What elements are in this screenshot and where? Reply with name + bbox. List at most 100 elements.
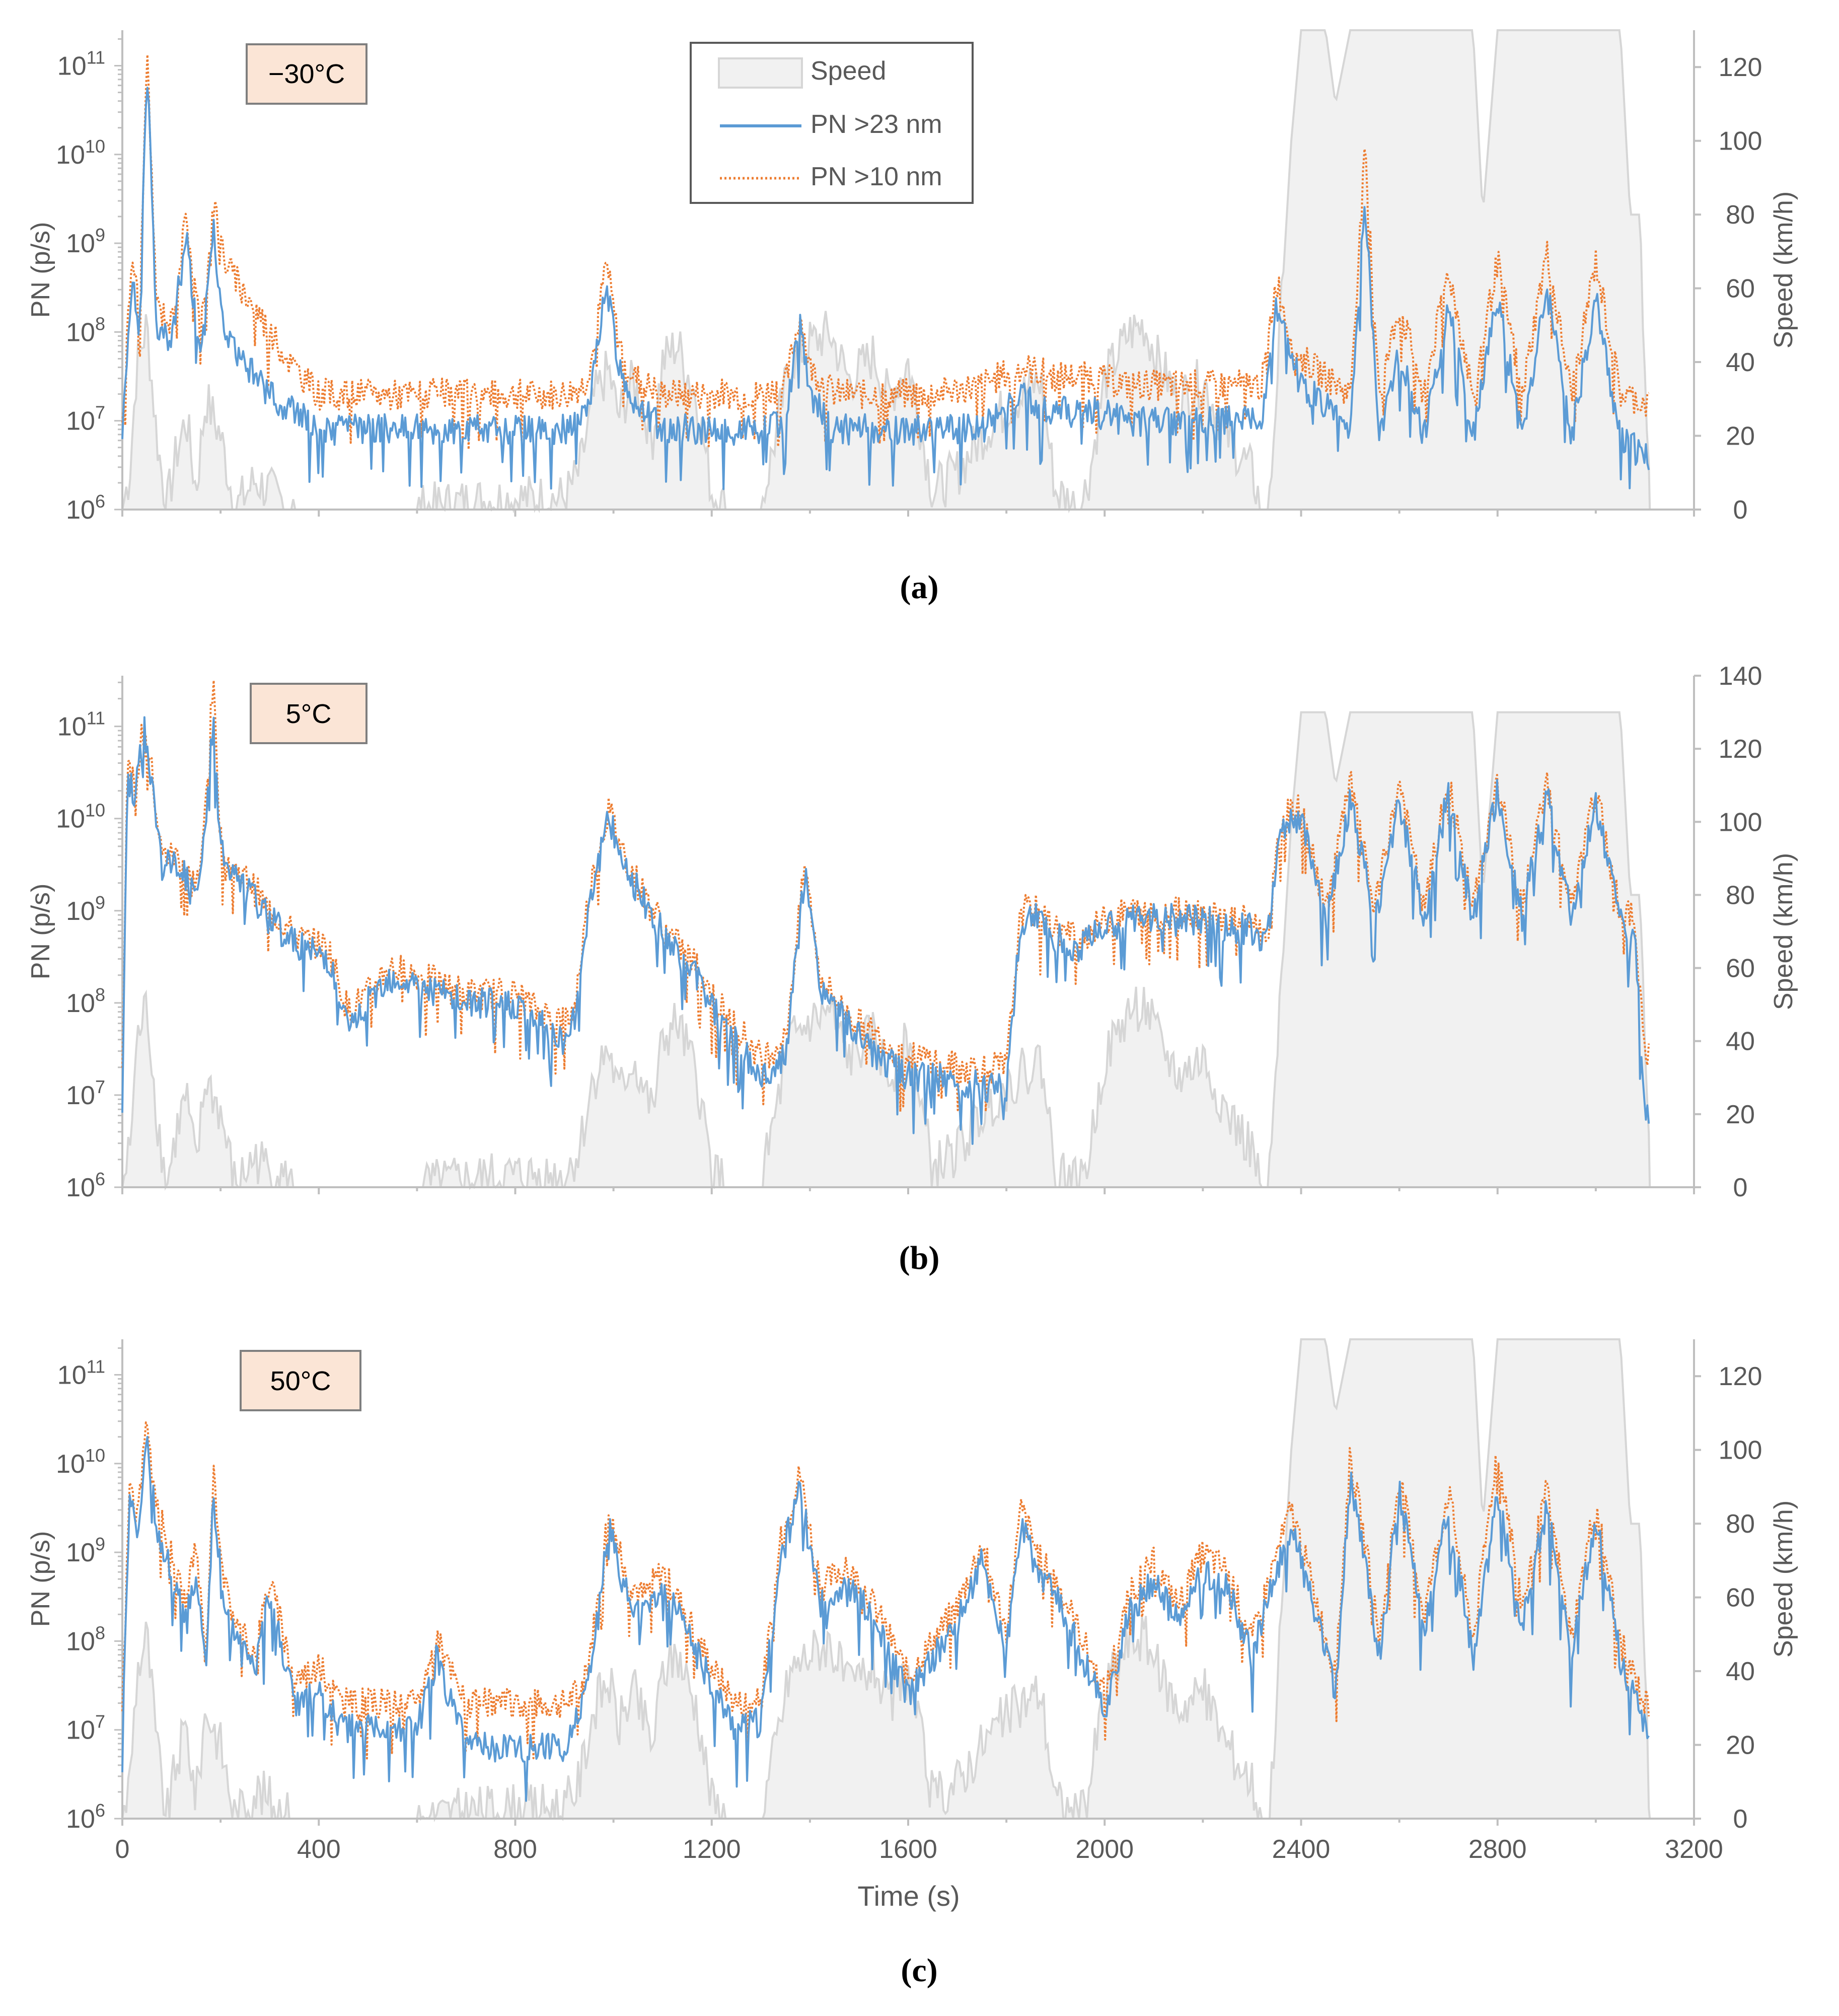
temperature-badge: 50°C	[240, 1350, 361, 1411]
y-tick-exponent: 8	[95, 313, 105, 334]
y-tick-exponent: 8	[95, 1622, 105, 1643]
y-tick-exponent: 8	[95, 984, 105, 1005]
pn10-series	[121, 53, 1650, 451]
x-tick-label: 2800	[1468, 1835, 1527, 1864]
x-tick-label: 0	[115, 1835, 130, 1864]
y-tick-label: 1011	[57, 1356, 105, 1390]
temperature-label: 50°C	[270, 1366, 331, 1396]
x-axis-title: Time (s)	[857, 1880, 960, 1912]
y-tick-exponent: 9	[95, 892, 105, 913]
temperature-label: −30°C	[268, 59, 345, 89]
y-axis-title: PN (p/s)	[26, 1531, 55, 1627]
temperature-badge: −30°C	[246, 43, 367, 105]
legend-pn23-label: PN >23 nm	[811, 110, 942, 139]
y-axis-title: PN (p/s)	[26, 222, 55, 318]
y-tick-exponent: 10	[85, 800, 105, 821]
x-tick-label: 1600	[879, 1835, 937, 1864]
y2-tick-label: 120	[1719, 1362, 1762, 1391]
y2-tick-label: 100	[1719, 127, 1762, 156]
y2-tick-label: 80	[1726, 881, 1755, 910]
pn23-series	[121, 87, 1650, 490]
pn23-series-line	[121, 87, 1650, 490]
y-tick-label: 107	[66, 402, 105, 436]
y2-axis-title: Speed (km/h)	[1769, 1500, 1798, 1658]
y2-tick-label: 60	[1726, 274, 1755, 304]
y2-tick-label: 120	[1719, 53, 1762, 82]
legend-speed-swatch	[718, 57, 803, 89]
y-tick-exponent: 7	[95, 1711, 105, 1732]
y-tick-label: 1010	[56, 1445, 105, 1479]
legend: Speed PN >23 nm PN >10 nm	[690, 42, 974, 204]
y2-tick-label: 0	[1733, 1805, 1748, 1834]
y2-tick-label: 40	[1726, 1027, 1755, 1056]
y-tick-label: 109	[66, 225, 105, 258]
y2-tick-label: 120	[1719, 735, 1762, 764]
y-tick-label: 108	[66, 984, 105, 1018]
x-tick-label: 800	[493, 1835, 537, 1864]
caption-b: (b)	[899, 1240, 940, 1276]
y-tick-exponent: 7	[95, 1076, 105, 1097]
y-tick-exponent: 6	[95, 1800, 105, 1821]
y-tick-exponent: 10	[85, 1445, 105, 1466]
y-tick-label: 1010	[56, 800, 105, 834]
speed-area	[121, 711, 1651, 1191]
y-tick-exponent: 11	[87, 708, 105, 729]
captions: (a) (b) (c)	[899, 569, 940, 1989]
temperature-badge: 5°C	[250, 683, 367, 744]
pn10-series	[121, 679, 1650, 1113]
y2-tick-label: 100	[1719, 808, 1762, 837]
y2-tick-label: 20	[1726, 422, 1755, 451]
y-tick-label: 108	[66, 313, 105, 347]
y-tick-label: 109	[66, 1534, 105, 1567]
y2-tick-label: 140	[1719, 662, 1762, 691]
x-tick-label: 400	[297, 1835, 341, 1864]
pn23-series	[121, 1435, 1650, 1802]
y-tick-label: 1010	[56, 136, 105, 170]
y-tick-exponent: 9	[95, 225, 105, 245]
pn10-series-line	[121, 679, 1650, 1113]
caption-a: (a)	[900, 569, 939, 606]
legend-speed-label: Speed	[811, 56, 886, 86]
y-tick-exponent: 11	[87, 47, 105, 68]
y-axis-title: PN (p/s)	[26, 884, 55, 980]
y2-tick-label: 80	[1726, 200, 1755, 230]
y-tick-label: 1011	[57, 47, 105, 81]
x-tick-label: 3200	[1665, 1835, 1723, 1864]
y-tick-exponent: 10	[85, 136, 105, 157]
y2-axis-title: Speed (km/h)	[1769, 191, 1798, 348]
pn10-series	[121, 1421, 1650, 1760]
y-tick-label: 106	[66, 1800, 105, 1834]
y2-tick-label: 40	[1726, 1657, 1755, 1686]
y-tick-exponent: 6	[95, 1169, 105, 1189]
temperature-label: 5°C	[286, 699, 332, 729]
pn23-series	[121, 716, 1650, 1145]
pn23-series-line	[121, 1435, 1650, 1802]
y2-tick-label: 20	[1726, 1100, 1755, 1129]
pn10-series-line	[121, 53, 1650, 451]
y2-tick-label: 0	[1733, 1173, 1748, 1202]
pn23-series-line	[121, 716, 1650, 1145]
y-tick-exponent: 7	[95, 402, 105, 423]
y2-tick-label: 60	[1726, 954, 1755, 983]
legend-pn10-label: PN >10 nm	[811, 162, 942, 191]
y-tick-label: 109	[66, 892, 105, 926]
y2-tick-label: 100	[1719, 1436, 1762, 1465]
y2-axis-title: Speed (km/h)	[1769, 853, 1798, 1010]
y-tick-exponent: 6	[95, 491, 105, 512]
y2-tick-label: 80	[1726, 1509, 1755, 1539]
pn10-series-line	[121, 1421, 1650, 1760]
y-tick-exponent: 11	[87, 1356, 105, 1377]
y-tick-label: 1011	[57, 708, 105, 742]
y2-tick-label: 0	[1733, 495, 1748, 525]
x-tick-label: 2400	[1272, 1835, 1331, 1864]
y-tick-label: 107	[66, 1711, 105, 1745]
y2-tick-label: 20	[1726, 1731, 1755, 1760]
panel-b: 10610710810910101011020406080100120140PN…	[26, 662, 1798, 1202]
axes	[114, 1339, 1701, 1826]
speed-series-area	[121, 711, 1651, 1191]
y-tick-label: 107	[66, 1076, 105, 1110]
